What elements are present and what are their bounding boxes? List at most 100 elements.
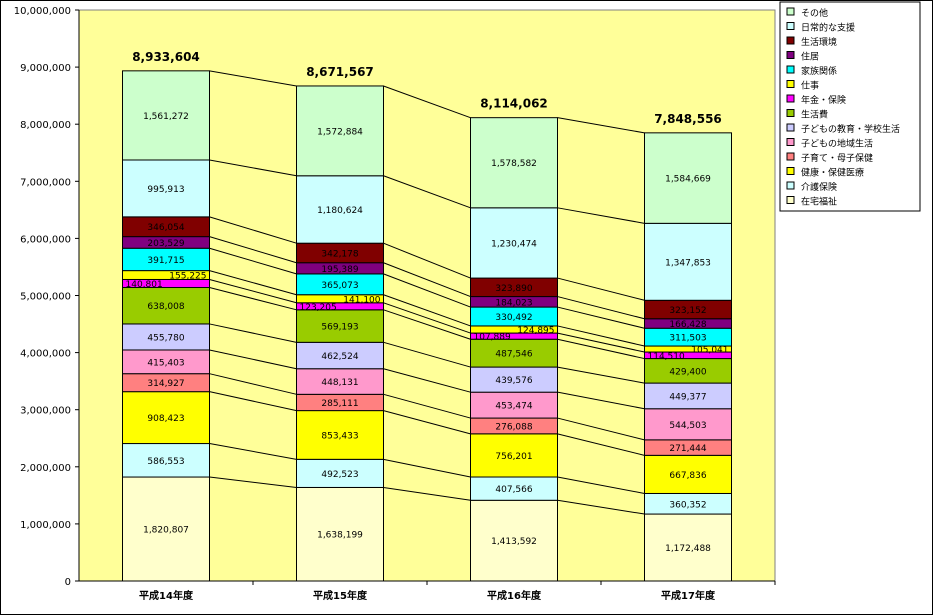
legend-label: 仕事 (801, 80, 819, 92)
legend-swatch (786, 7, 795, 16)
bar-segment (470, 207, 558, 279)
legend-label: 健康・保健医療 (801, 167, 864, 179)
series-connector-line (209, 349, 297, 370)
legend-label: その他 (801, 7, 828, 19)
data-label: 448,131 (321, 378, 358, 388)
data-label: 360,352 (669, 500, 706, 510)
data-label: 453,474 (495, 402, 532, 412)
data-label: 1,413,592 (491, 537, 537, 547)
bar-segment (470, 117, 558, 209)
data-label: 1,638,199 (317, 531, 363, 541)
bar-segment (470, 499, 558, 582)
legend-label: 生活費 (801, 109, 828, 121)
x-tick-label: 平成17年度 (661, 589, 716, 602)
data-label: 407,566 (495, 485, 532, 495)
y-tick-label: 8,000,000 (20, 120, 71, 131)
data-label: 276,088 (495, 422, 532, 432)
data-label: 908,423 (147, 414, 184, 424)
data-label: 667,836 (669, 471, 706, 481)
legend-swatch (786, 51, 795, 59)
series-connector-line (209, 216, 297, 244)
series-connector-line (209, 373, 297, 395)
bar-segment (122, 443, 210, 478)
series-connector-line (557, 296, 645, 320)
data-label: 492,523 (321, 470, 358, 480)
data-label: 995,913 (147, 185, 184, 195)
series-connector-line (383, 273, 471, 308)
data-label: 184,023 (495, 298, 532, 308)
y-tick-label: 3,000,000 (20, 406, 71, 417)
data-label: 462,524 (321, 352, 358, 362)
legend-swatch (786, 36, 795, 45)
bar-segment (122, 391, 210, 445)
legend-label: 年金・保険 (801, 94, 846, 106)
series-connector-line (383, 309, 471, 340)
legend-swatch (786, 65, 795, 74)
series-connector-line (209, 391, 297, 412)
series-connector-line (209, 270, 297, 296)
data-label: 271,444 (669, 444, 706, 454)
y-tick-label: 0 (65, 577, 71, 588)
bar-segment (470, 366, 558, 393)
legend-label: 日常的な支援 (801, 22, 855, 34)
bar-segment (296, 175, 384, 244)
series-connector-line (383, 341, 471, 368)
data-label: 487,546 (495, 350, 532, 360)
bar-segment (122, 70, 210, 161)
bar-segment (122, 476, 210, 582)
legend-swatch (786, 196, 795, 204)
legend-swatch (786, 167, 795, 175)
legend-swatch (786, 80, 795, 88)
data-label: 203,529 (147, 239, 184, 249)
legend-box (779, 1, 921, 212)
total-label: 7,848,556 (654, 112, 722, 126)
x-tick-label: 平成16年度 (487, 589, 542, 602)
legend-swatch (786, 94, 795, 103)
data-label: 166,428 (669, 320, 706, 330)
data-label: 569,193 (321, 323, 358, 333)
series-connector-line (557, 325, 645, 347)
y-tick-label: 10,000,000 (14, 6, 71, 17)
data-label: 853,433 (321, 431, 358, 441)
data-label: 1,172,488 (665, 544, 711, 554)
series-connector-line (383, 85, 471, 119)
series-connector-line (557, 306, 645, 329)
data-label: 439,576 (495, 376, 532, 386)
legend-swatch (786, 181, 795, 190)
total-label: 8,671,567 (306, 65, 374, 79)
legend-label: 介護保険 (801, 181, 837, 193)
bar-segment (644, 382, 732, 410)
legend-label: 住居 (801, 51, 819, 63)
data-label: 155,225 (169, 272, 206, 282)
series-connector-line (209, 70, 297, 87)
data-label: 141,100 (343, 295, 380, 305)
bar-segment (296, 486, 384, 582)
bar-segment (470, 338, 558, 368)
bar-segment (296, 410, 384, 460)
series-connector-line (557, 499, 645, 515)
y-tick-label: 6,000,000 (20, 234, 71, 245)
bar-segment (296, 458, 384, 488)
series-connector-line (557, 338, 645, 360)
data-label: 323,152 (669, 306, 706, 316)
data-label: 140,801 (126, 280, 163, 290)
series-connector-line (557, 476, 645, 494)
series-connector-line (209, 278, 297, 304)
data-label: 1,230,474 (491, 239, 537, 249)
legend-label: 子どもの地域生活 (801, 138, 873, 150)
data-label: 314,927 (147, 379, 184, 389)
data-label: 415,403 (147, 358, 184, 368)
data-label: 1,180,624 (317, 206, 363, 216)
series-connector-line (557, 366, 645, 384)
x-tick-label: 平成15年度 (313, 589, 368, 602)
data-label: 391,715 (147, 256, 184, 266)
series-connector-line (383, 302, 471, 334)
series-connector-line (383, 175, 471, 209)
data-label: 105,041 (691, 346, 728, 356)
data-label: 323,890 (495, 284, 532, 294)
series-connector-line (557, 391, 645, 410)
data-label: 544,503 (669, 421, 706, 431)
data-label: 107,889 (474, 333, 511, 343)
data-label: 330,492 (495, 313, 532, 323)
